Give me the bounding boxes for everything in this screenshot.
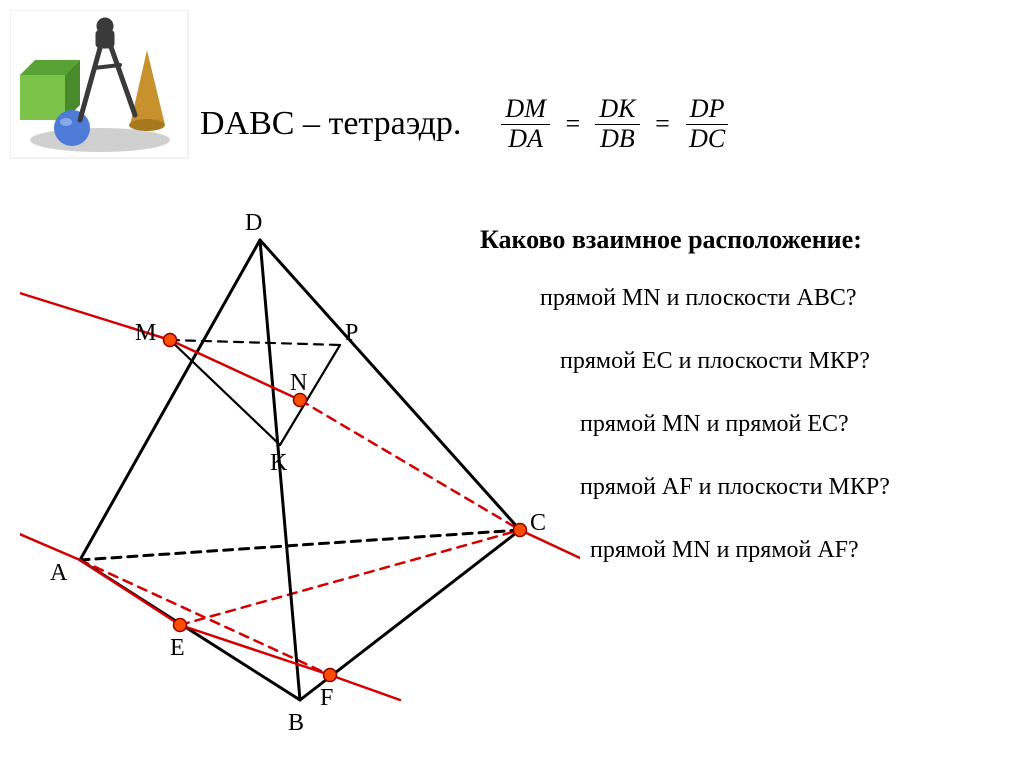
question-3: прямой МN и прямой ЕС? <box>480 411 1010 438</box>
geometry-logo <box>10 10 190 160</box>
equals-2: = <box>650 109 676 139</box>
question-4: прямой АF и плоскости МКР? <box>480 474 1010 501</box>
vertex-label-F: F <box>320 685 333 712</box>
ratio-equation: DM DA = DK DB = DP DC <box>501 95 729 153</box>
fraction-2: DK DB <box>595 95 639 153</box>
question-5: прямой МN и прямой АF? <box>480 537 1010 564</box>
question-2: прямой ЕС и плоскости МКР? <box>480 348 1010 375</box>
questions-block: Каково взаимное расположение: прямой МN … <box>480 225 1010 600</box>
fraction-3: DP DC <box>685 95 729 153</box>
vertex-label-K: K <box>270 450 287 477</box>
vertex-label-B: B <box>288 710 304 737</box>
vertex-label-D: D <box>245 210 262 237</box>
vertex-label-N: N <box>290 370 307 397</box>
vertex-label-P: P <box>345 320 358 347</box>
page-title: DABC – тетраэдр. <box>200 105 461 143</box>
vertex-label-A: A <box>50 560 67 587</box>
vertex-label-M: M <box>135 320 156 347</box>
question-1: прямой МN и плоскости АВС? <box>480 285 1010 312</box>
title-row: DABC – тетраэдр. DM DA = DK DB = DP DC <box>200 95 729 153</box>
questions-heading: Каково взаимное расположение: <box>480 225 1010 255</box>
equals-1: = <box>560 109 586 139</box>
fraction-1: DM DA <box>501 95 549 153</box>
vertex-label-E: E <box>170 635 185 662</box>
